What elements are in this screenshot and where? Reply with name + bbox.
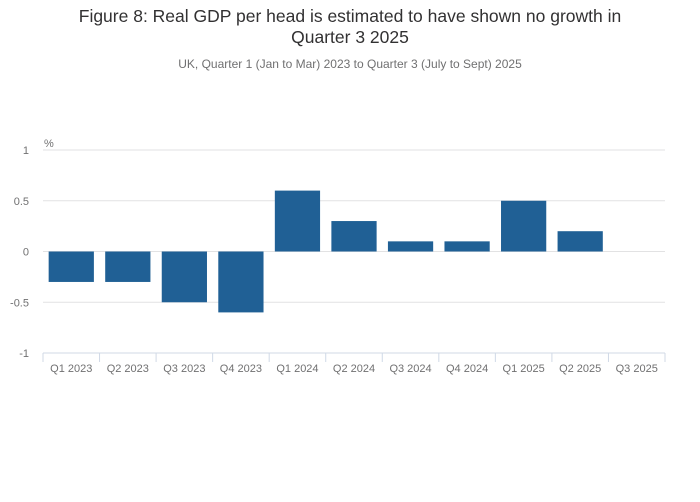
x-tick-label: Q4 2024 (446, 363, 488, 375)
x-tick-label: Q2 2025 (559, 363, 601, 375)
y-axis-ticks: 1 0.5 0 -0.5 -1 (10, 145, 29, 360)
bar (48, 251, 94, 282)
x-tick-label: Q1 2023 (50, 363, 92, 375)
y-tick-label: 0 (23, 247, 29, 259)
bar (331, 221, 377, 252)
x-tick-label: Q1 2025 (503, 363, 545, 375)
x-tick-label: Q1 2024 (276, 363, 318, 375)
x-tick-label: Q3 2023 (163, 363, 205, 375)
bars (48, 190, 603, 313)
bar (444, 241, 490, 252)
bar (161, 251, 207, 303)
x-tick-label: Q2 2024 (333, 363, 375, 375)
y-axis-unit-label: % (44, 138, 54, 150)
x-tick-label: Q3 2025 (616, 363, 658, 375)
x-tick-label: Q4 2023 (220, 363, 262, 375)
x-axis: Q1 2023 Q2 2023 Q3 2023 Q4 2023 Q1 2024 Q2 20… (42, 352, 666, 375)
bar (218, 251, 264, 313)
x-tick-label: Q3 2024 (389, 363, 431, 375)
x-tick-label: Q2 2023 (107, 363, 149, 375)
bar (387, 241, 434, 252)
y-tick-label: 1 (23, 145, 29, 157)
bar (105, 251, 151, 282)
bar (557, 231, 603, 252)
chart-title-line-1: Figure 8: Real GDP per head is estimated… (78, 6, 622, 26)
y-tick-label: -1 (19, 348, 29, 360)
chart-subtitle: UK, Quarter 1 (Jan to Mar) 2023 to Quart… (178, 57, 522, 71)
chart-title: Figure 8: Real GDP per head is estimated… (0, 6, 700, 48)
chart-title-line-2: Quarter 3 2025 (291, 27, 409, 47)
bar (501, 200, 547, 252)
bar (274, 190, 321, 252)
y-tick-label: -0.5 (10, 297, 29, 309)
y-tick-label: 0.5 (14, 196, 29, 208)
